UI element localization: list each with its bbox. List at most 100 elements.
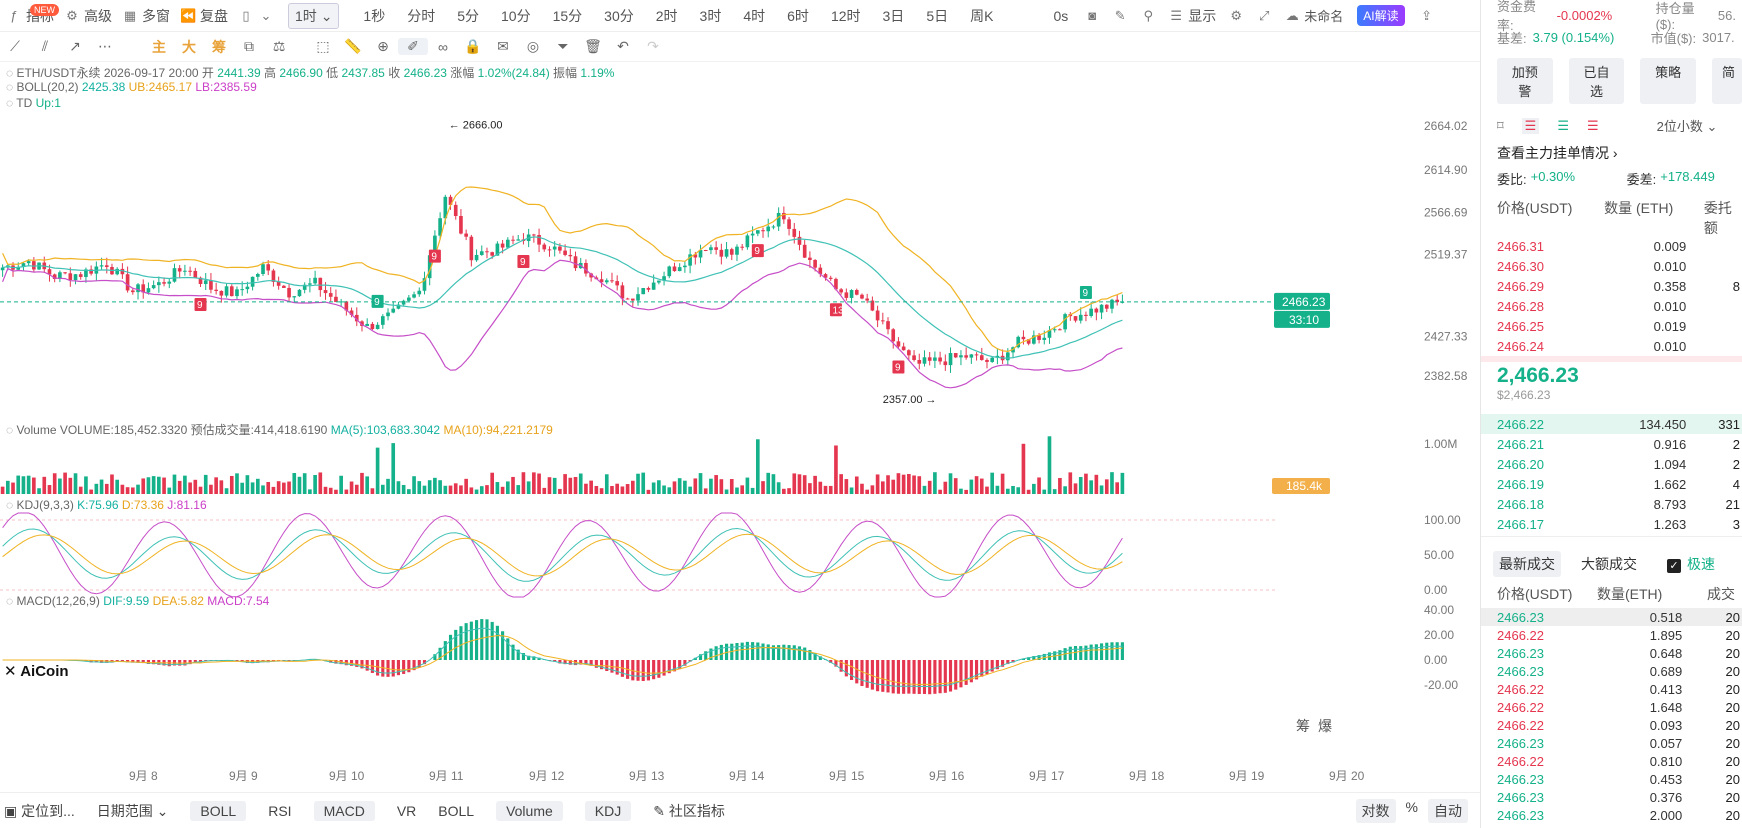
orderbook-row[interactable]: 2466.18 8.793 21 <box>1481 494 1742 514</box>
trade-row[interactable]: 2466.23 0.689 20 <box>1481 662 1742 680</box>
undo-icon[interactable]: ↶ <box>617 38 629 54</box>
ray-tool-icon[interactable]: ↗ <box>69 38 81 54</box>
parallel-tool-icon[interactable]: ⫽ <box>41 38 49 54</box>
decimals-dropdown[interactable]: 2位小数 ⌄ <box>1656 119 1718 134</box>
orderbook-row[interactable]: 2466.30 0.010 <box>1481 256 1742 276</box>
locate-button[interactable]: ▣ 定位到... <box>4 801 75 821</box>
chart-type-dropdown[interactable]: ▯ ⌄ <box>238 8 278 24</box>
dotted-line-tool-icon[interactable]: ⋯ <box>98 38 112 54</box>
advanced-button[interactable]: ⚙ 高级 <box>64 6 112 26</box>
main-force-tool[interactable]: 主 <box>152 38 166 55</box>
timeframe-selected[interactable]: 1时 ⌄ <box>288 2 340 29</box>
trade-row[interactable]: 2466.23 0.376 20 <box>1481 788 1742 806</box>
timeframe-6h[interactable]: 6时 <box>787 7 809 24</box>
orderbook-row[interactable]: 2466.24 0.010 <box>1481 336 1742 356</box>
multi-window-button[interactable]: ▦ 多窗 <box>122 6 170 26</box>
trades-qty-header[interactable]: 数量(ETH) <box>1597 586 1663 602</box>
indicators-button[interactable]: ƒ 指标 NEW <box>0 3 59 26</box>
settings-icon[interactable]: ⚲ <box>1143 7 1154 23</box>
eye-icon[interactable]: ◎ <box>526 38 540 54</box>
redo-icon[interactable]: ↷ <box>647 38 659 54</box>
orderbook-row[interactable]: 2466.28 0.010 <box>1481 296 1742 316</box>
timeframe-15m[interactable]: 15分 <box>552 7 583 24</box>
bookmark-icon[interactable]: ⌑ <box>1497 117 1504 133</box>
tab-latest-trades[interactable]: 最新成交 <box>1493 550 1561 577</box>
strategy-button[interactable]: 策略 <box>1640 58 1697 104</box>
indicator-rsi[interactable]: RSI <box>268 802 292 819</box>
note-icon[interactable]: ✉ <box>497 38 509 54</box>
liquidation-toggle[interactable]: 爆 <box>1318 718 1332 734</box>
trade-row[interactable]: 2466.22 0.413 20 <box>1481 680 1742 698</box>
timeframe-3h[interactable]: 3时 <box>699 7 722 24</box>
indicator-macd[interactable]: MACD <box>313 800 375 821</box>
display-button[interactable]: 显示 <box>1188 7 1217 24</box>
share-icon[interactable]: ⇪ <box>1421 7 1433 23</box>
filter-icon[interactable]: ⏷ <box>557 38 569 54</box>
ruler-icon[interactable]: 📏 <box>344 38 362 54</box>
trade-row[interactable]: 2466.22 0.093 20 <box>1481 716 1742 734</box>
gear-icon[interactable]: ⚙ <box>1230 7 1243 23</box>
orderbook-row[interactable]: 2466.17 1.263 3 <box>1481 514 1742 532</box>
trade-row[interactable]: 2466.22 1.648 20 <box>1481 698 1742 716</box>
orderbook-row[interactable]: 2466.29 0.358 8 <box>1481 276 1742 296</box>
timeframe-2h[interactable]: 2时 <box>655 7 678 24</box>
timeframe-4h[interactable]: 4时 <box>743 7 766 24</box>
trade-row[interactable]: 2466.22 0.810 20 <box>1481 752 1742 770</box>
log-scale-toggle[interactable]: 对数 <box>1355 798 1396 823</box>
orderbook-row[interactable]: 2466.2373.880182 <box>1481 356 1742 362</box>
trade-row[interactable]: 2466.23 2.000 20 <box>1481 806 1742 824</box>
pencil-icon[interactable]: ✎ <box>1114 7 1126 23</box>
orderbook-row[interactable]: 2466.21 0.916 2 <box>1481 434 1742 454</box>
bell-icon[interactable]: ◌ <box>6 423 17 437</box>
zoom-icon[interactable]: ⊕ <box>377 38 389 54</box>
favorited-button[interactable]: 已自选 <box>1568 58 1625 104</box>
trade-row[interactable]: 2466.23 0.057 20 <box>1481 734 1742 752</box>
price-chart[interactable]: 2664.02 2614.90 2566.69 2519.37 2427.33 2382.… <box>0 62 1480 792</box>
bell-icon[interactable]: ◌ <box>6 96 17 110</box>
chart-area[interactable]: 2664.02 2614.90 2566.69 2519.37 2427.33 2382.… <box>0 62 1480 792</box>
screenshot-tool-icon[interactable]: ⧉ <box>244 38 254 54</box>
trash-icon[interactable]: 🗑 <box>584 38 602 54</box>
trade-row[interactable]: 2466.22 1.895 20 <box>1481 626 1742 644</box>
orderbook-both-icon[interactable]: ☰ <box>1521 117 1540 134</box>
trade-row[interactable]: 2466.23 0.453 20 <box>1481 770 1742 788</box>
auto-scale-toggle[interactable]: 自动 <box>1428 798 1468 823</box>
orderbook-bids-icon[interactable]: ☰ <box>1557 117 1569 133</box>
lock-icon[interactable]: 🔒 <box>464 38 482 54</box>
fast-mode-toggle[interactable]: ✓ 极速 <box>1667 554 1715 574</box>
orderbook-row[interactable]: 2466.20 1.094 2 <box>1481 454 1742 474</box>
large-order-tool[interactable]: 大 <box>182 38 196 55</box>
camera-icon[interactable]: ◙ <box>1088 8 1097 23</box>
timeframe-10m[interactable]: 10分 <box>501 7 531 24</box>
indicator-volume[interactable]: Volume <box>496 800 563 821</box>
indicator-boll[interactable]: BOLL <box>438 802 475 819</box>
add-alert-button[interactable]: 加预警 <box>1497 58 1553 104</box>
orderbook-row[interactable]: 2466.19 1.662 4 <box>1481 474 1742 494</box>
orderbook-row[interactable]: 2466.22 134.450 331 <box>1481 414 1742 434</box>
timeframe-tick[interactable]: 分时 <box>407 7 436 24</box>
community-indicators-button[interactable]: ✎ 社区指标 <box>653 801 725 821</box>
timeframe-week[interactable]: 周K <box>970 7 994 24</box>
chips-tool[interactable]: 筹 <box>212 38 226 55</box>
trade-row[interactable]: 2466.23 0.518 20 <box>1481 608 1742 626</box>
measure-tool-icon[interactable]: ⚖ <box>272 38 286 54</box>
line-tool-icon[interactable]: ⟋ <box>10 38 20 54</box>
timeframe-5m[interactable]: 5分 <box>457 7 480 24</box>
trade-row[interactable]: 2466.23 0.648 20 <box>1481 644 1742 662</box>
timeframe-12h[interactable]: 12时 <box>830 7 861 24</box>
timeframe-1s[interactable]: 1秒 <box>363 7 386 24</box>
indicator-vr[interactable]: VR <box>396 802 417 819</box>
orderbook-qty-header[interactable]: 数量 (ETH) <box>1604 200 1674 216</box>
countdown-toggle[interactable]: 0s <box>1053 7 1069 24</box>
chips-toggle[interactable]: 筹 <box>1296 718 1310 734</box>
fullscreen-icon[interactable]: ⤢ <box>1259 7 1270 23</box>
date-range-dropdown[interactable]: 日期范围 ⌄ <box>97 801 169 821</box>
bell-icon[interactable]: ◌ <box>6 80 17 94</box>
timeframe-30m[interactable]: 30分 <box>604 7 634 24</box>
indicator-kdj[interactable]: KDJ <box>584 800 632 821</box>
bell-icon[interactable]: ◌ <box>6 594 17 608</box>
simple-button[interactable]: 简 <box>1712 58 1742 104</box>
bell-icon[interactable]: ◌ <box>6 498 17 512</box>
orderbook-asks-icon[interactable]: ☰ <box>1586 117 1599 133</box>
magnet-pen-icon[interactable]: ✐ <box>398 38 428 55</box>
